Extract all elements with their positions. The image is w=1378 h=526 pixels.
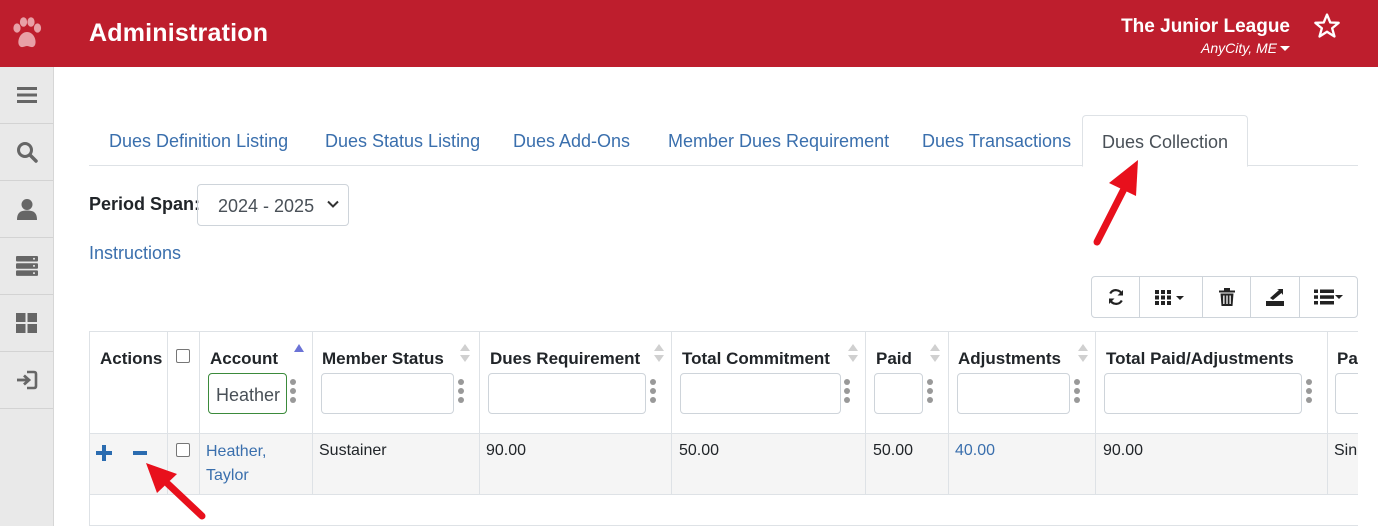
sign-in-icon [16,370,37,390]
paid-cell: 50.00 [873,442,914,459]
export-button[interactable] [1251,277,1300,317]
tab-bar: Dues Definition Listing Dues Status List… [89,115,1358,167]
column-header-total-commitment[interactable]: Total Commitment [682,349,830,368]
paw-logo-icon[interactable] [0,0,54,67]
sort-both-icon[interactable] [848,344,858,362]
list-options-button[interactable] [1300,277,1357,317]
total-paid-adjustments-filter-options-icon[interactable] [1306,379,1312,406]
select-all-checkbox[interactable] [176,349,190,363]
account-filter-input[interactable]: Heather [208,373,287,414]
instructions-link[interactable]: Instructions [89,243,182,263]
sidebar-item-user[interactable] [0,181,53,238]
tab-member-dues-requirement[interactable]: Member Dues Requirement [668,131,890,151]
dues-requirement-filter-options-icon[interactable] [650,379,656,406]
tab-dues-definition-listing[interactable]: Dues Definition Listing [109,131,289,151]
paid-filter-input[interactable] [874,373,923,414]
column-header-payment[interactable]: Pa [1337,349,1358,368]
export-icon [1266,289,1284,306]
column-header-member-status[interactable]: Member Status [322,349,444,368]
column-header-total-paid-adjustments[interactable]: Total Paid/Adjustments [1106,349,1294,368]
list-icon [1313,289,1343,305]
account-name-line1: Heather, [206,443,267,460]
refresh-icon [1108,289,1123,305]
sidebar [0,67,54,526]
adjustments-filter-input[interactable] [957,373,1070,414]
dues-requirement-cell: 90.00 [486,442,527,459]
columns-icon [1155,290,1184,305]
row-select-checkbox[interactable] [176,443,190,457]
app-title: Administration [89,19,269,47]
account-link[interactable]: Heather, Taylor [206,440,266,488]
column-header-account[interactable]: Account [210,349,278,368]
chevron-down-icon [327,200,339,208]
trash-icon [1218,288,1235,306]
adjustments-filter-options-icon[interactable] [1074,379,1080,406]
tab-dues-collection[interactable]: Dues Collection [1082,115,1249,167]
org-city-label: AnyCity, ME [1201,40,1277,56]
column-header-actions: Actions [100,349,163,368]
server-icon [15,256,38,276]
sort-both-icon[interactable] [460,344,470,362]
total-commitment-filter-input[interactable] [680,373,841,414]
sort-both-icon[interactable] [654,344,664,362]
tab-dues-transactions[interactable]: Dues Transactions [922,131,1072,151]
add-icon[interactable] [96,445,112,461]
total-paid-adjustments-filter-input[interactable] [1104,373,1302,414]
sort-ascending-icon[interactable] [294,344,304,352]
user-icon [16,199,37,220]
star-icon[interactable] [1313,12,1341,40]
dashboard-icon [16,313,37,333]
dues-requirement-filter-input[interactable] [488,373,646,414]
table-toolbar [1091,276,1358,318]
account-name-line2: Taylor [206,467,249,484]
tab-dues-add-ons[interactable]: Dues Add-Ons [513,131,631,151]
delete-button[interactable] [1203,277,1251,317]
member-status-cell: Sustainer [319,442,387,459]
payment-cell: Sin [1334,442,1358,459]
search-icon [16,142,38,163]
paid-filter-options-icon[interactable] [927,379,933,406]
org-city-dropdown[interactable]: AnyCity, ME [1201,40,1290,56]
sort-both-icon[interactable] [930,344,940,362]
adjustments-link[interactable]: 40.00 [955,442,996,459]
period-span-label: Period Span: [89,194,201,214]
sidebar-item-sign-in[interactable] [0,352,53,409]
tab-dues-status-listing[interactable]: Dues Status Listing [325,131,481,151]
annotation-arrow-tab [1093,160,1138,246]
member-status-filter-input[interactable] [321,373,454,414]
total-paid-adjustments-cell: 90.00 [1103,442,1144,459]
payment-filter-input[interactable] [1335,373,1358,414]
member-status-filter-options-icon[interactable] [458,379,464,406]
sidebar-item-dashboard[interactable] [0,295,53,352]
caret-down-icon [1280,45,1290,51]
refresh-button[interactable] [1092,277,1140,317]
total-commitment-filter-options-icon[interactable] [844,379,850,406]
sidebar-item-search[interactable] [0,124,53,181]
table-row [90,433,1358,495]
sidebar-item-server[interactable] [0,238,53,295]
remove-icon[interactable] [133,451,147,455]
column-header-dues-requirement[interactable]: Dues Requirement [490,349,641,368]
total-commitment-cell: 50.00 [679,442,720,459]
period-span-value: 2024 - 2025 [218,196,315,216]
column-header-adjustments[interactable]: Adjustments [958,349,1061,368]
dues-collection-table: Actions Account Heather Member Status Du… [89,331,1358,526]
column-header-paid[interactable]: Paid [876,349,912,368]
columns-button[interactable] [1140,277,1203,317]
account-filter-options-icon[interactable] [290,379,296,406]
period-span-select[interactable]: 2024 - 2025 [197,184,349,226]
sidebar-item-menu[interactable] [0,67,53,124]
sort-both-icon[interactable] [1078,344,1088,362]
menu-icon [16,87,37,103]
top-bar: Administration The Junior League AnyCity… [0,0,1378,67]
org-name: The Junior League [1121,16,1290,37]
